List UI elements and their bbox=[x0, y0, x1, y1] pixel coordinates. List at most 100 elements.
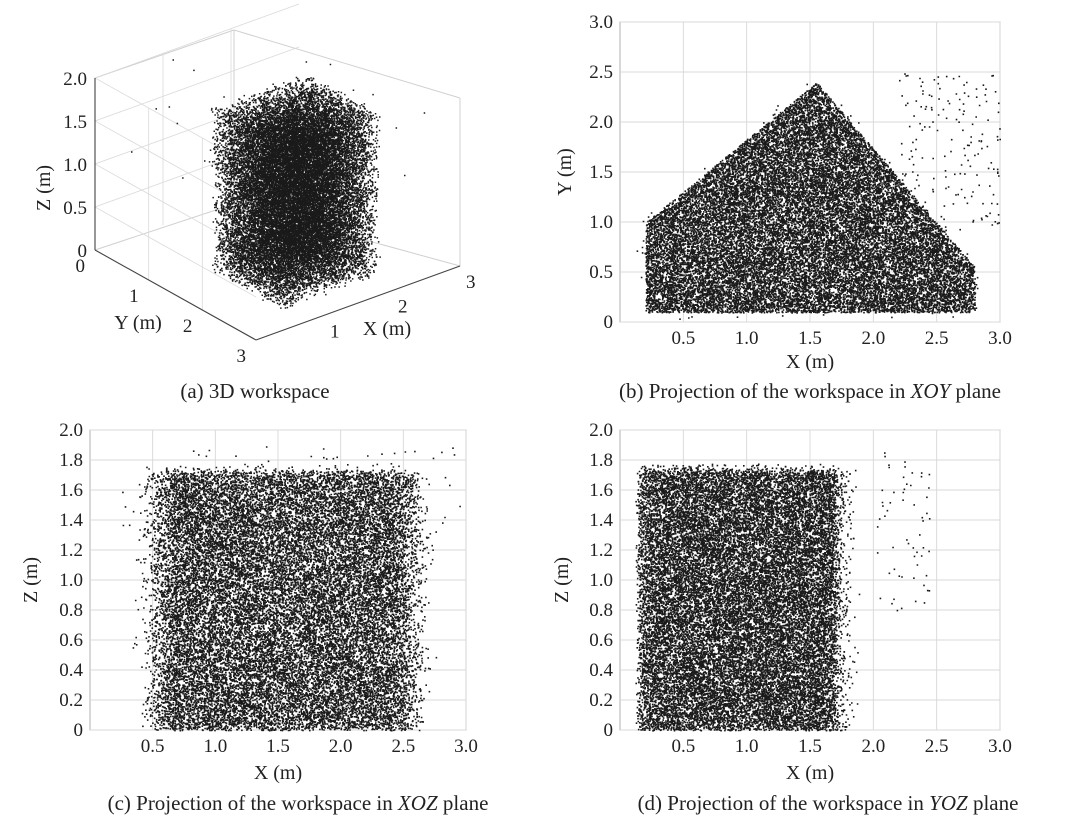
panel-d-yoz-projection: 0.5 1.0 1.5 2.0 2.5 3.0 0 0.2 0.4 0.6 0.8 1.0 1.2 1.4… bbox=[551, 420, 1018, 815]
panel-b-point-batch bbox=[646, 87, 976, 314]
panel-d-ytick: 0.4 bbox=[589, 660, 613, 681]
panel-c-point-batch bbox=[143, 466, 428, 732]
panel-b-ytick: 2.5 bbox=[589, 62, 613, 83]
panel-d-point-batch bbox=[636, 465, 855, 732]
panel-c-point-batch bbox=[132, 466, 427, 730]
panel-c-tick-labels: 0.5 1.0 1.5 2.0 2.5 3.0 0 0.2 0.4 0.6 0.8 1.0 1.2 1.4… bbox=[59, 420, 478, 757]
panel-d-point-batch bbox=[635, 463, 859, 731]
panel-a-zlabel: Z (m) bbox=[33, 165, 55, 211]
panel-c-point-batch bbox=[137, 466, 434, 731]
panel-c-xtick: 3.0 bbox=[454, 736, 478, 757]
panel-a-ytick: 2 bbox=[183, 316, 193, 337]
panel-d-scatter-points bbox=[635, 452, 931, 732]
panel-b-xtick: 0.5 bbox=[671, 328, 695, 349]
panel-c-xtick: 1.0 bbox=[203, 736, 227, 757]
panel-c-xtick: 1.5 bbox=[266, 736, 290, 757]
panel-b-point-batch bbox=[645, 93, 975, 314]
panel-b-point-batch bbox=[645, 86, 976, 314]
panel-a-3d-workspace: 0 0.5 1.0 1.5 2.0 0 1 2 3 1 2 3 Z (m) Y (m) X (m) (… bbox=[33, 3, 476, 403]
caption-d: (d) Projection of the workspace in YOZ p… bbox=[638, 791, 1019, 815]
caption-a: (a) 3D workspace bbox=[180, 379, 329, 403]
panel-b-xlabel: X (m) bbox=[786, 351, 834, 373]
panel-d-ytick: 0.2 bbox=[589, 690, 613, 711]
panel-d-point-batch bbox=[636, 463, 861, 732]
panel-c-ytick: 0.4 bbox=[59, 660, 83, 681]
panel-c-ylabel: Z (m) bbox=[20, 557, 42, 603]
panel-c-ytick: 1.6 bbox=[59, 480, 83, 501]
panel-d-point-batch bbox=[636, 452, 931, 731]
panel-a-point-batch bbox=[218, 83, 379, 307]
panel-b-xtick: 2.0 bbox=[861, 328, 885, 349]
panel-a-xtick: 1 bbox=[330, 321, 340, 342]
panel-b-ytick: 1.5 bbox=[589, 162, 613, 183]
panel-a-point-batch bbox=[213, 85, 378, 299]
panel-a-ytick: 1 bbox=[129, 286, 139, 307]
panel-d-xtick: 2.0 bbox=[861, 736, 885, 757]
panel-b-xtick: 1.0 bbox=[735, 328, 759, 349]
panel-c-xlabel: X (m) bbox=[254, 762, 302, 784]
panel-a-ztick: 1.5 bbox=[63, 112, 87, 133]
panel-c-ytick: 0 bbox=[74, 720, 84, 741]
panel-b-scatter-points bbox=[636, 73, 1001, 320]
panel-c-ytick: 2.0 bbox=[59, 420, 83, 441]
panel-a-ytick: 3 bbox=[237, 346, 247, 367]
panel-d-ylabel: Z (m) bbox=[551, 557, 573, 603]
panel-b-ytick: 0.5 bbox=[589, 262, 613, 283]
panel-d-point-batch bbox=[637, 466, 855, 731]
panel-c-point-batch bbox=[139, 467, 428, 732]
panel-d-point-batch bbox=[635, 464, 854, 732]
panel-c-point-batch bbox=[147, 468, 431, 732]
panel-a-xtick: 3 bbox=[466, 272, 476, 293]
panel-d-ytick: 0.8 bbox=[589, 600, 613, 621]
panel-c-ytick: 0.2 bbox=[59, 690, 83, 711]
panel-b-tick-labels: 0.5 1.0 1.5 2.0 2.5 3.0 0 0.5 1.0 1.5 2.0 2.5 3.0 bbox=[589, 12, 1012, 349]
panel-d-ytick: 0 bbox=[604, 720, 614, 741]
panel-d-ytick: 1.6 bbox=[589, 480, 613, 501]
panel-a-ztick: 1.0 bbox=[63, 155, 87, 176]
panel-d-xtick: 0.5 bbox=[671, 736, 695, 757]
panel-c-xoz-projection: 0.5 1.0 1.5 2.0 2.5 3.0 0 0.2 0.4 0.6 0.8 1.0 1.2 1.4… bbox=[20, 420, 488, 815]
panel-a-xtick: 2 bbox=[398, 297, 408, 318]
panel-d-point-batch bbox=[636, 464, 859, 731]
panel-a-xlabel: X (m) bbox=[363, 318, 411, 340]
panel-b-xtick: 2.5 bbox=[925, 328, 949, 349]
panel-d-ytick: 0.6 bbox=[589, 630, 613, 651]
panel-b-point-batch bbox=[645, 85, 975, 314]
panel-d-xtick: 2.5 bbox=[925, 736, 949, 757]
panel-d-ytick: 1.8 bbox=[589, 450, 613, 471]
panel-b-xtick: 3.0 bbox=[988, 328, 1012, 349]
panel-c-point-batch bbox=[143, 470, 430, 732]
panel-a-ylabel: Y (m) bbox=[114, 312, 162, 334]
panel-d-xtick: 1.0 bbox=[735, 736, 759, 757]
panel-d-point-batch bbox=[637, 465, 851, 732]
panel-b-xoy-projection: 0.5 1.0 1.5 2.0 2.5 3.0 0 0.5 1.0 1.5 2.0 2.5 3.0 X … bbox=[554, 12, 1012, 403]
panel-d-point-batch bbox=[636, 467, 851, 732]
panel-a-point-batch bbox=[210, 78, 378, 302]
panel-a-point-batch bbox=[212, 85, 378, 296]
panel-c-ytick: 1.8 bbox=[59, 450, 83, 471]
panel-a-ytick: 0 bbox=[76, 256, 86, 277]
panel-b-point-batch bbox=[645, 83, 976, 314]
panel-c-ytick: 0.8 bbox=[59, 600, 83, 621]
panel-d-point-batch bbox=[637, 464, 857, 731]
panel-c-xtick: 2.5 bbox=[391, 736, 415, 757]
panel-a-scatter-points bbox=[131, 59, 426, 309]
panel-d-xtick: 1.5 bbox=[798, 736, 822, 757]
panel-a-ztick: 0.5 bbox=[63, 198, 87, 219]
panel-d-ytick: 1.0 bbox=[589, 570, 613, 591]
panel-a-ztick: 0 bbox=[78, 241, 88, 262]
panel-d-ytick: 2.0 bbox=[589, 420, 613, 441]
panel-d-point-batch bbox=[636, 468, 856, 732]
panel-c-xtick: 0.5 bbox=[141, 736, 165, 757]
panel-a-point-batch bbox=[209, 83, 379, 305]
panel-d-ytick: 1.2 bbox=[589, 540, 613, 561]
panel-a-axes bbox=[94, 78, 461, 341]
panel-c-xtick: 2.0 bbox=[329, 736, 353, 757]
panel-a-point-batch bbox=[214, 78, 378, 303]
panel-b-xtick: 1.5 bbox=[798, 328, 822, 349]
panel-d-ytick: 1.4 bbox=[589, 510, 613, 531]
panel-d-tick-labels: 0.5 1.0 1.5 2.0 2.5 3.0 0 0.2 0.4 0.6 0.8 1.0 1.2 1.4… bbox=[589, 420, 1012, 757]
panel-c-point-batch bbox=[140, 466, 423, 732]
panel-a-ztick: 2.0 bbox=[63, 69, 87, 90]
